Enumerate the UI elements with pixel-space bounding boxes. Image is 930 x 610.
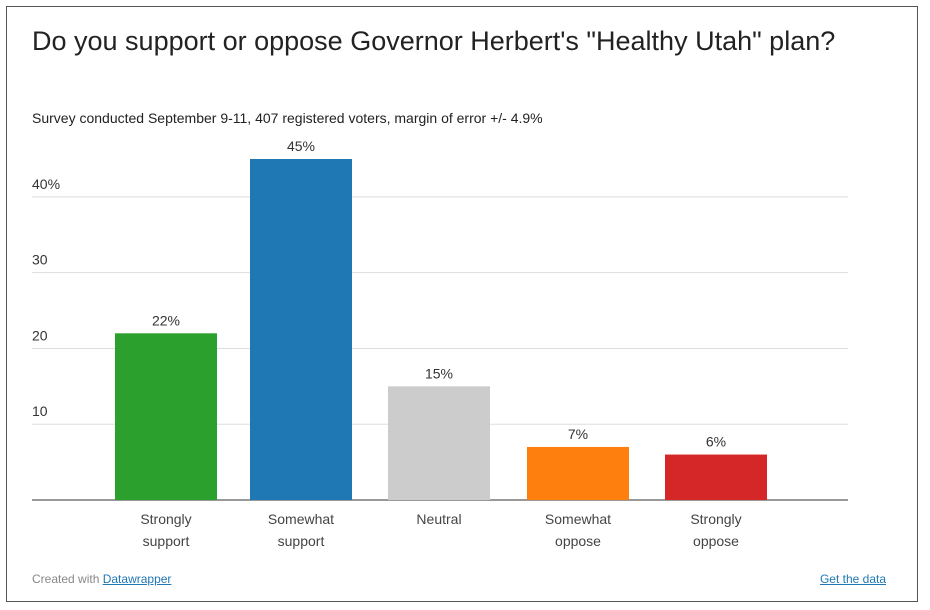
category-label: support xyxy=(143,533,190,549)
data-label: 6% xyxy=(706,434,726,450)
category-label: support xyxy=(278,533,325,549)
bar xyxy=(527,446,629,500)
bar xyxy=(388,386,490,500)
y-tick-label: 40% xyxy=(32,176,60,192)
category-label: Neutral xyxy=(416,511,461,527)
category-label: Somewhat xyxy=(268,511,334,527)
data-label: 45% xyxy=(287,138,315,154)
footer-credit: Created with Datawrapper xyxy=(32,572,171,586)
created-with-text: Created with xyxy=(32,572,100,586)
y-tick-label: 10 xyxy=(32,403,48,419)
get-the-data-link[interactable]: Get the data xyxy=(819,572,886,586)
datawrapper-link[interactable]: Datawrapper xyxy=(102,572,172,586)
chart-title: Do you support or oppose Governor Herber… xyxy=(32,26,836,56)
data-label: 7% xyxy=(568,426,588,442)
chart-frame xyxy=(6,6,918,602)
bar xyxy=(665,454,767,500)
y-tick-label: 30 xyxy=(32,252,48,268)
data-label: 22% xyxy=(152,312,180,328)
bar xyxy=(115,333,217,500)
category-label: Strongly xyxy=(690,511,741,527)
category-label: Somewhat xyxy=(545,511,611,527)
category-label: oppose xyxy=(693,533,739,549)
y-tick-label: 20 xyxy=(32,327,48,343)
category-label: oppose xyxy=(555,533,601,549)
chart-subtitle: Survey conducted September 9-11, 407 reg… xyxy=(32,110,543,126)
bar xyxy=(250,159,352,500)
data-label: 15% xyxy=(425,365,453,381)
category-label: Strongly xyxy=(140,511,191,527)
